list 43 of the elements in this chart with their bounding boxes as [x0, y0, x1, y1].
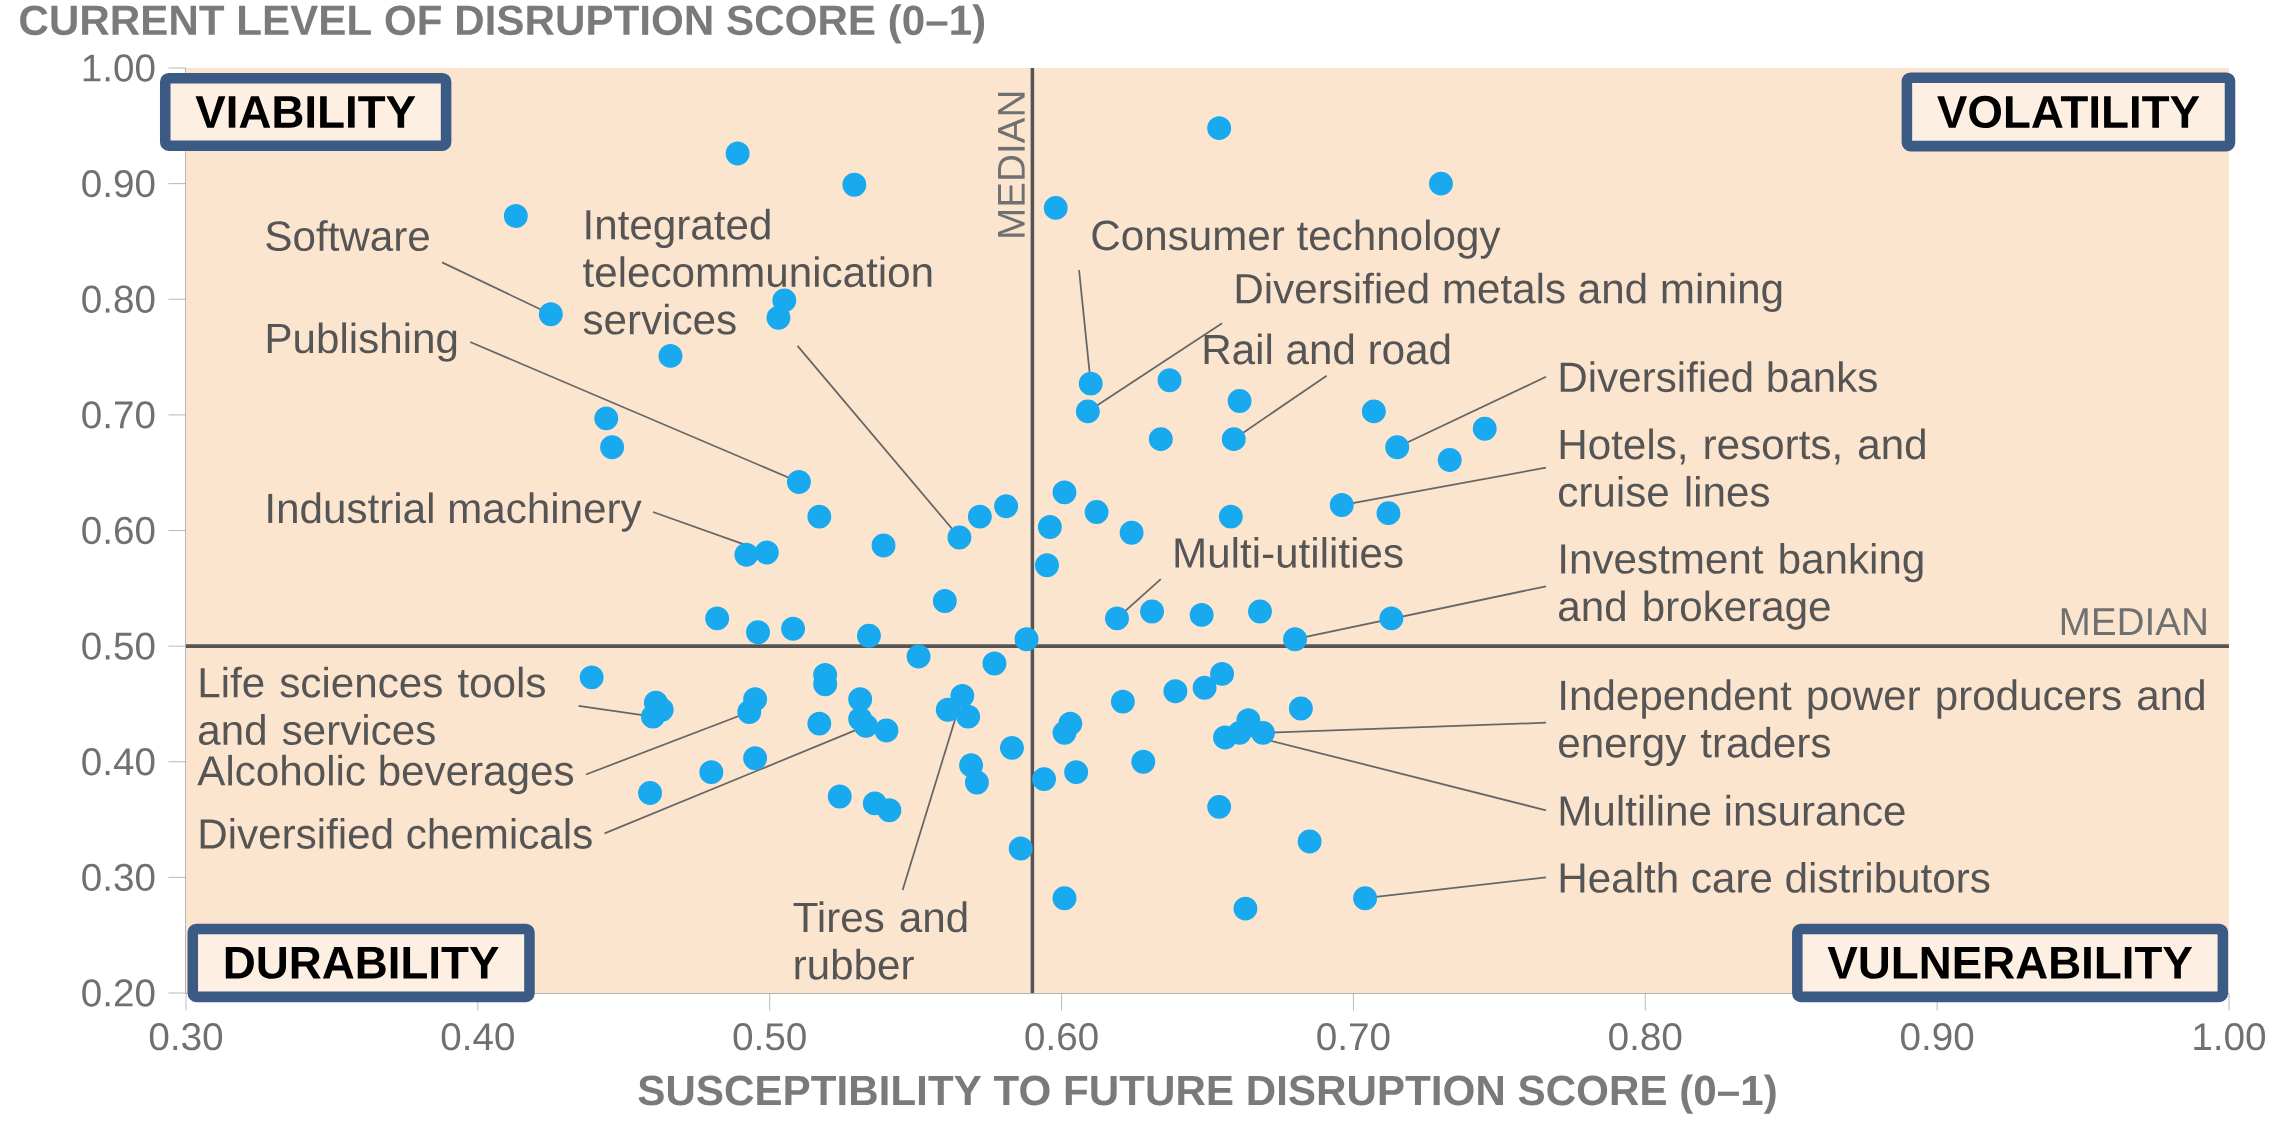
annotation: Hotels, resorts, and cruise lines — [1559, 428, 1925, 507]
annotation: VULNERABILITY — [1827, 947, 2193, 979]
y-tick-label: 0.90 — [82, 169, 155, 198]
y-tick-label: 0.40 — [82, 748, 155, 776]
ref-line-label: MEDIAN — [998, 92, 1025, 237]
y-tick-label: 0.70 — [82, 401, 155, 429]
x-tick-label: 1.00 — [2194, 1023, 2266, 1051]
annotation: VOLATILITY — [1937, 95, 2200, 129]
annotation: Industrial machinery — [268, 492, 642, 532]
annotation: Multi-utilities — [1175, 537, 1403, 568]
y-tick-label: 0.60 — [82, 516, 155, 545]
x-axis-title: SUSCEPTIBILITY TO FUTURE DISRUPTION SCORE (0–1) — [638, 1074, 1776, 1114]
annotation: Investment banking and brokerage — [1559, 542, 1923, 630]
x-tick-label: 0.30 — [149, 1023, 223, 1051]
y-tick-label: 0.80 — [82, 285, 155, 313]
annotation: Tires and rubber — [793, 901, 967, 980]
annotation: Diversified metals and mining — [1236, 272, 1782, 312]
x-tick-label: 0.90 — [1900, 1023, 1974, 1051]
x-tick-label: 0.80 — [1609, 1023, 1682, 1051]
annotation: Integrated telecommunication services — [583, 208, 932, 335]
annotation: Publishing — [267, 322, 457, 362]
y-tick-label: 1.00 — [83, 54, 155, 82]
annotation: Independent power producers and energy traders — [1559, 679, 2204, 767]
y-axis-title: CURRENT LEVEL OF DISRUPTION SCORE (0–1) — [20, 4, 985, 44]
annotation: Life sciences tools and services — [199, 666, 545, 746]
annotation: Health care distributors — [1560, 861, 1990, 893]
annotation: Multiline insurance — [1560, 794, 1905, 826]
x-tick-label: 0.70 — [1317, 1023, 1390, 1051]
y-tick-label: 0.50 — [82, 632, 155, 660]
annotation: Rail and road — [1204, 333, 1450, 365]
annotation: VIABILITY — [195, 96, 416, 128]
annotation: Software — [266, 220, 429, 252]
x-tick-label: 0.50 — [733, 1023, 806, 1051]
y-tick-label: 0.30 — [82, 863, 155, 892]
annotation: Consumer technology — [1092, 219, 1501, 259]
annotation: Alcoholic beverages — [197, 754, 574, 795]
annotation: DURABILITY — [225, 947, 499, 979]
y-tick-label: 0.20 — [82, 979, 155, 1007]
x-tick-label: 0.60 — [1025, 1023, 1098, 1051]
annotation: Diversified chemicals — [200, 817, 592, 849]
annotation: Diversified banks — [1560, 361, 1877, 393]
ref-line-label: MEDIAN — [2061, 608, 2206, 635]
x-tick-label: 0.40 — [441, 1023, 514, 1051]
